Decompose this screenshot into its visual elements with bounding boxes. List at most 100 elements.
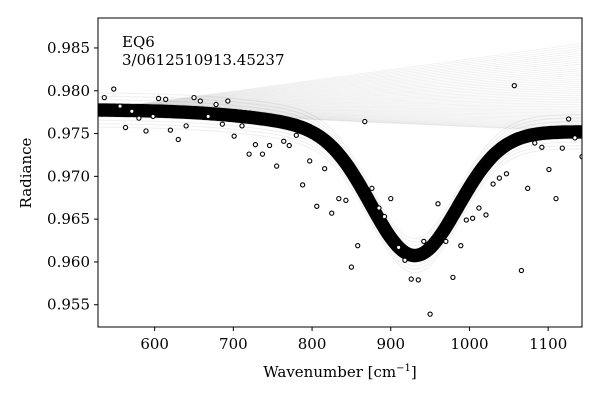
data-point <box>286 142 292 149</box>
y-axis: 0.955 0.960 0.965 0.970 0.975 0.980 0.985 <box>47 39 98 314</box>
data-point <box>259 151 266 157</box>
data-point <box>402 257 408 263</box>
ensemble-line <box>98 50 582 111</box>
data-point <box>155 95 162 102</box>
ensemble-line <box>98 43 582 111</box>
data-point <box>565 116 572 122</box>
data-point <box>343 197 349 203</box>
data-point <box>191 94 197 101</box>
data-point <box>443 238 449 245</box>
data-point <box>362 118 368 125</box>
ensemble-line <box>98 47 582 111</box>
data-point <box>395 244 402 251</box>
ensemble-line <box>98 74 582 111</box>
y-tick-label: 0.985 <box>47 39 90 57</box>
x-tick-label: 900 <box>376 335 405 353</box>
data-point <box>421 238 427 245</box>
data-point <box>458 243 464 249</box>
y-axis-label: Radiance <box>17 137 35 208</box>
data-point <box>163 96 169 102</box>
x-tick-label: 700 <box>219 335 248 353</box>
ensemble-line <box>98 80 582 111</box>
ensemble-line <box>98 56 582 111</box>
data-point <box>239 123 245 129</box>
ensemble-line <box>98 52 582 111</box>
x-axis-label: Wavenumber [cm−1] <box>263 363 416 381</box>
data-point <box>579 154 582 160</box>
model-halo-line <box>98 126 582 274</box>
ensemble-line <box>98 65 582 111</box>
y-tick-label: 0.955 <box>47 296 90 314</box>
model-halo-line <box>98 123 582 270</box>
data-point <box>388 195 394 202</box>
data-point <box>490 181 496 187</box>
data-point <box>175 136 181 143</box>
data-point <box>435 201 441 207</box>
y-tick-label: 0.980 <box>47 82 90 100</box>
data-point <box>511 82 517 89</box>
x-axis-label-main: Wavenumber [cm <box>263 363 396 381</box>
data-point <box>463 217 469 223</box>
x-tick-label: 1000 <box>450 335 488 353</box>
data-point <box>129 108 135 114</box>
ensemble-line <box>98 82 582 111</box>
ensemble-line <box>98 54 582 111</box>
y-tick-label: 0.970 <box>47 167 90 185</box>
data-point <box>273 163 280 169</box>
data-point <box>483 212 489 218</box>
data-point <box>231 133 237 139</box>
ensemble-line <box>98 76 582 111</box>
data-point <box>408 276 414 282</box>
data-point <box>450 274 456 281</box>
data-point <box>553 195 559 202</box>
data-point <box>572 135 578 141</box>
data-point <box>322 165 328 172</box>
x-tick-label: 800 <box>298 335 327 353</box>
data-point <box>503 171 510 177</box>
annotation-line-2: 3/0612510913.45237 <box>122 51 285 69</box>
data-point <box>496 175 503 181</box>
model-band <box>98 92 582 274</box>
data-point <box>101 94 107 101</box>
data-point <box>167 127 174 133</box>
y-tick-label: 0.965 <box>47 210 90 228</box>
data-point <box>329 210 335 216</box>
plot-background <box>98 18 582 327</box>
data-point <box>415 277 421 283</box>
data-points <box>101 82 582 317</box>
data-point <box>183 123 189 129</box>
data-point <box>143 128 149 134</box>
data-point <box>205 113 211 120</box>
data-point <box>525 185 531 191</box>
ensemble-line <box>98 78 582 111</box>
data-point <box>197 98 203 104</box>
data-point <box>376 205 382 211</box>
x-axis-label-superscript: −1 <box>396 363 411 374</box>
data-point <box>136 115 142 121</box>
model-halo-line <box>98 92 582 240</box>
model-core-band <box>98 103 582 263</box>
data-point <box>252 142 259 148</box>
x-tick-label: 1100 <box>529 335 567 353</box>
data-point <box>532 140 538 146</box>
data-point <box>469 215 476 221</box>
data-point <box>111 86 117 92</box>
data-point <box>293 132 299 138</box>
data-point <box>117 103 123 109</box>
data-point <box>307 158 313 164</box>
annotation-line-1: EQ6 <box>122 33 155 51</box>
data-point <box>219 121 225 127</box>
x-tick-label: 600 <box>140 335 169 353</box>
data-point <box>539 144 545 150</box>
data-point <box>369 185 375 191</box>
data-point <box>355 243 361 249</box>
data-point <box>122 124 129 131</box>
data-point <box>518 267 525 274</box>
model-halo-line <box>98 99 582 246</box>
ensemble-line <box>98 67 582 111</box>
data-point <box>546 166 552 173</box>
data-point <box>381 213 388 220</box>
x-axis-label-end: ] <box>411 363 417 381</box>
data-point <box>266 142 273 149</box>
data-point <box>427 311 433 317</box>
